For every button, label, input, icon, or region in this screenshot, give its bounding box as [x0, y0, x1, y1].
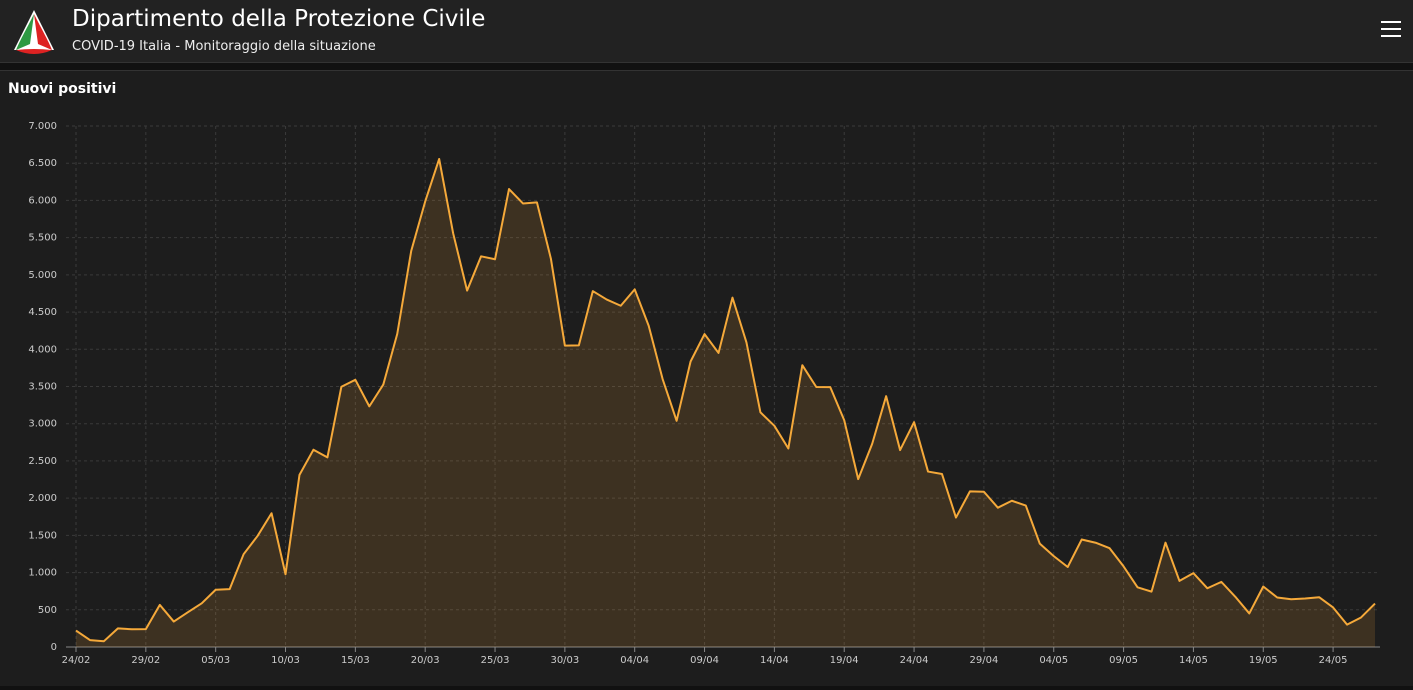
x-tick-label: 24/02	[62, 655, 91, 666]
area	[76, 158, 1375, 647]
y-tick-label: 6.000	[28, 195, 57, 206]
y-tick-label: 2.500	[28, 456, 57, 467]
x-tick-label: 24/05	[1319, 655, 1348, 666]
x-tick-label: 14/05	[1179, 655, 1208, 666]
logo	[14, 10, 54, 54]
chart-title: Nuovi positivi	[8, 81, 116, 97]
chart: Nuovi positivi 0 500 1.000 1.500 2.000 2.500 3…	[8, 81, 1380, 666]
x-tick-label: 04/05	[1039, 655, 1068, 666]
x-tick-label: 24/04	[900, 655, 929, 666]
chart-panel: Nuovi positivi 0 500 1.000 1.500 2.000 2.500 3…	[0, 70, 1413, 686]
y-tick-label: 4.500	[28, 307, 57, 318]
y-tick-label: 1.000	[28, 568, 57, 579]
x-tick-label: 09/04	[690, 655, 719, 666]
y-tick-label: 7.000	[28, 121, 57, 132]
y-tick-label: 6.500	[28, 158, 57, 169]
header: Dipartimento della Protezione Civile COV…	[0, 0, 1413, 63]
x-tick-label: 09/05	[1109, 655, 1138, 666]
x-tick-label: 25/03	[481, 655, 510, 666]
x-tick-label: 29/04	[969, 655, 998, 666]
x-tick-label: 04/04	[620, 655, 649, 666]
y-tick-label: 1.500	[28, 530, 57, 541]
y-tick-label: 3.000	[28, 419, 57, 430]
x-tick-label: 14/04	[760, 655, 789, 666]
y-tick-label: 5.000	[28, 270, 57, 281]
x-tick-label: 15/03	[341, 655, 370, 666]
menu-button[interactable]	[1381, 20, 1401, 38]
subtitle: COVID-19 Italia - Monitoraggio della sit…	[72, 39, 376, 54]
y-tick-label: 2.000	[28, 493, 57, 504]
y-tick-label: 0	[51, 642, 57, 653]
line	[75, 157, 1376, 643]
x-tick-label: 10/03	[271, 655, 300, 666]
y-tick-label: 4.000	[28, 344, 57, 355]
x-tick-label: 29/02	[131, 655, 160, 666]
x-tick-label: 19/05	[1249, 655, 1278, 666]
title: Dipartimento della Protezione Civile	[72, 6, 486, 32]
y-tick-label: 500	[38, 605, 57, 616]
y-tick-label: 3.500	[28, 382, 57, 393]
x-tick-label: 20/03	[411, 655, 440, 666]
x-tick-label: 05/03	[201, 655, 230, 666]
y-tick-label: 5.500	[28, 233, 57, 244]
x-tick-label: 19/04	[830, 655, 859, 666]
x-tick-label: 30/03	[550, 655, 579, 666]
